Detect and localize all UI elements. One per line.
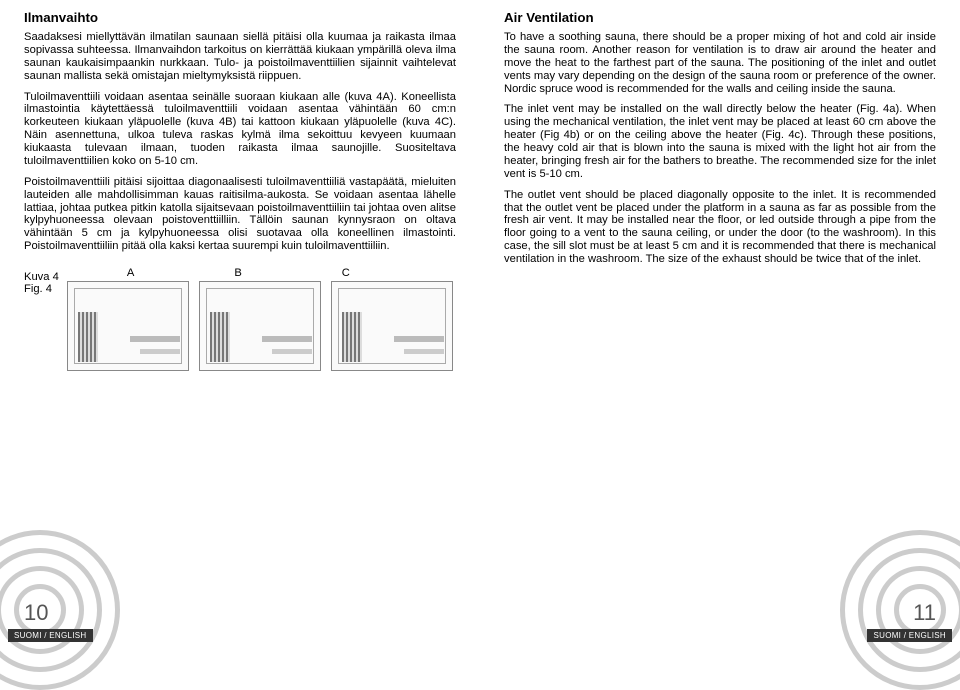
page-right: Air Ventilation To have a soothing sauna… [480, 0, 960, 650]
page-left: Ilmanvaihto Saadaksesi miellyttävän ilma… [0, 0, 480, 650]
figure-panel-labels: A B C [67, 267, 456, 279]
heater-icon [342, 312, 362, 362]
figure-caption: Kuva 4 Fig. 4 [24, 267, 59, 296]
bench-icon [272, 349, 312, 354]
decorative-arcs-right [840, 530, 960, 690]
bench-icon [140, 349, 180, 354]
para-left-3: Poistoilmaventtiili pitäisi sijoittaa di… [24, 176, 456, 253]
language-badge-right: SUOMI / ENGLISH [867, 629, 952, 642]
language-badge-left: SUOMI / ENGLISH [8, 629, 93, 642]
bench-icon [404, 349, 444, 354]
page-number-left: 10 [24, 600, 48, 626]
heading-left: Ilmanvaihto [24, 10, 456, 25]
page-number-right: 11 [913, 600, 936, 626]
decorative-arcs-left [0, 530, 120, 690]
figure-diagrams [67, 281, 456, 371]
para-right-2: The inlet vent may be installed on the w… [504, 103, 936, 180]
diagram-c [331, 281, 453, 371]
figure-block: Kuva 4 Fig. 4 A B C [24, 261, 456, 371]
para-left-1: Saadaksesi miellyttävän ilmatilan saunaa… [24, 31, 456, 83]
heater-icon [210, 312, 230, 362]
figure-panel-label-c: C [342, 267, 350, 279]
diagram-b [199, 281, 321, 371]
para-right-1: To have a soothing sauna, there should b… [504, 31, 936, 95]
figure-panel-label-b: B [234, 267, 241, 279]
figure-caption-line1: Kuva 4 [24, 271, 59, 283]
figure-caption-line2: Fig. 4 [24, 283, 59, 295]
para-right-3: The outlet vent should be placed diagona… [504, 189, 936, 266]
figure-panel-label-a: A [127, 267, 134, 279]
heater-icon [78, 312, 98, 362]
heading-right: Air Ventilation [504, 10, 936, 25]
para-left-2: Tuloilmaventtiili voidaan asentaa seinäl… [24, 91, 456, 168]
bench-icon [130, 336, 180, 342]
page-spread: Ilmanvaihto Saadaksesi miellyttävän ilma… [0, 0, 960, 650]
diagram-a [67, 281, 189, 371]
bench-icon [394, 336, 444, 342]
bench-icon [262, 336, 312, 342]
